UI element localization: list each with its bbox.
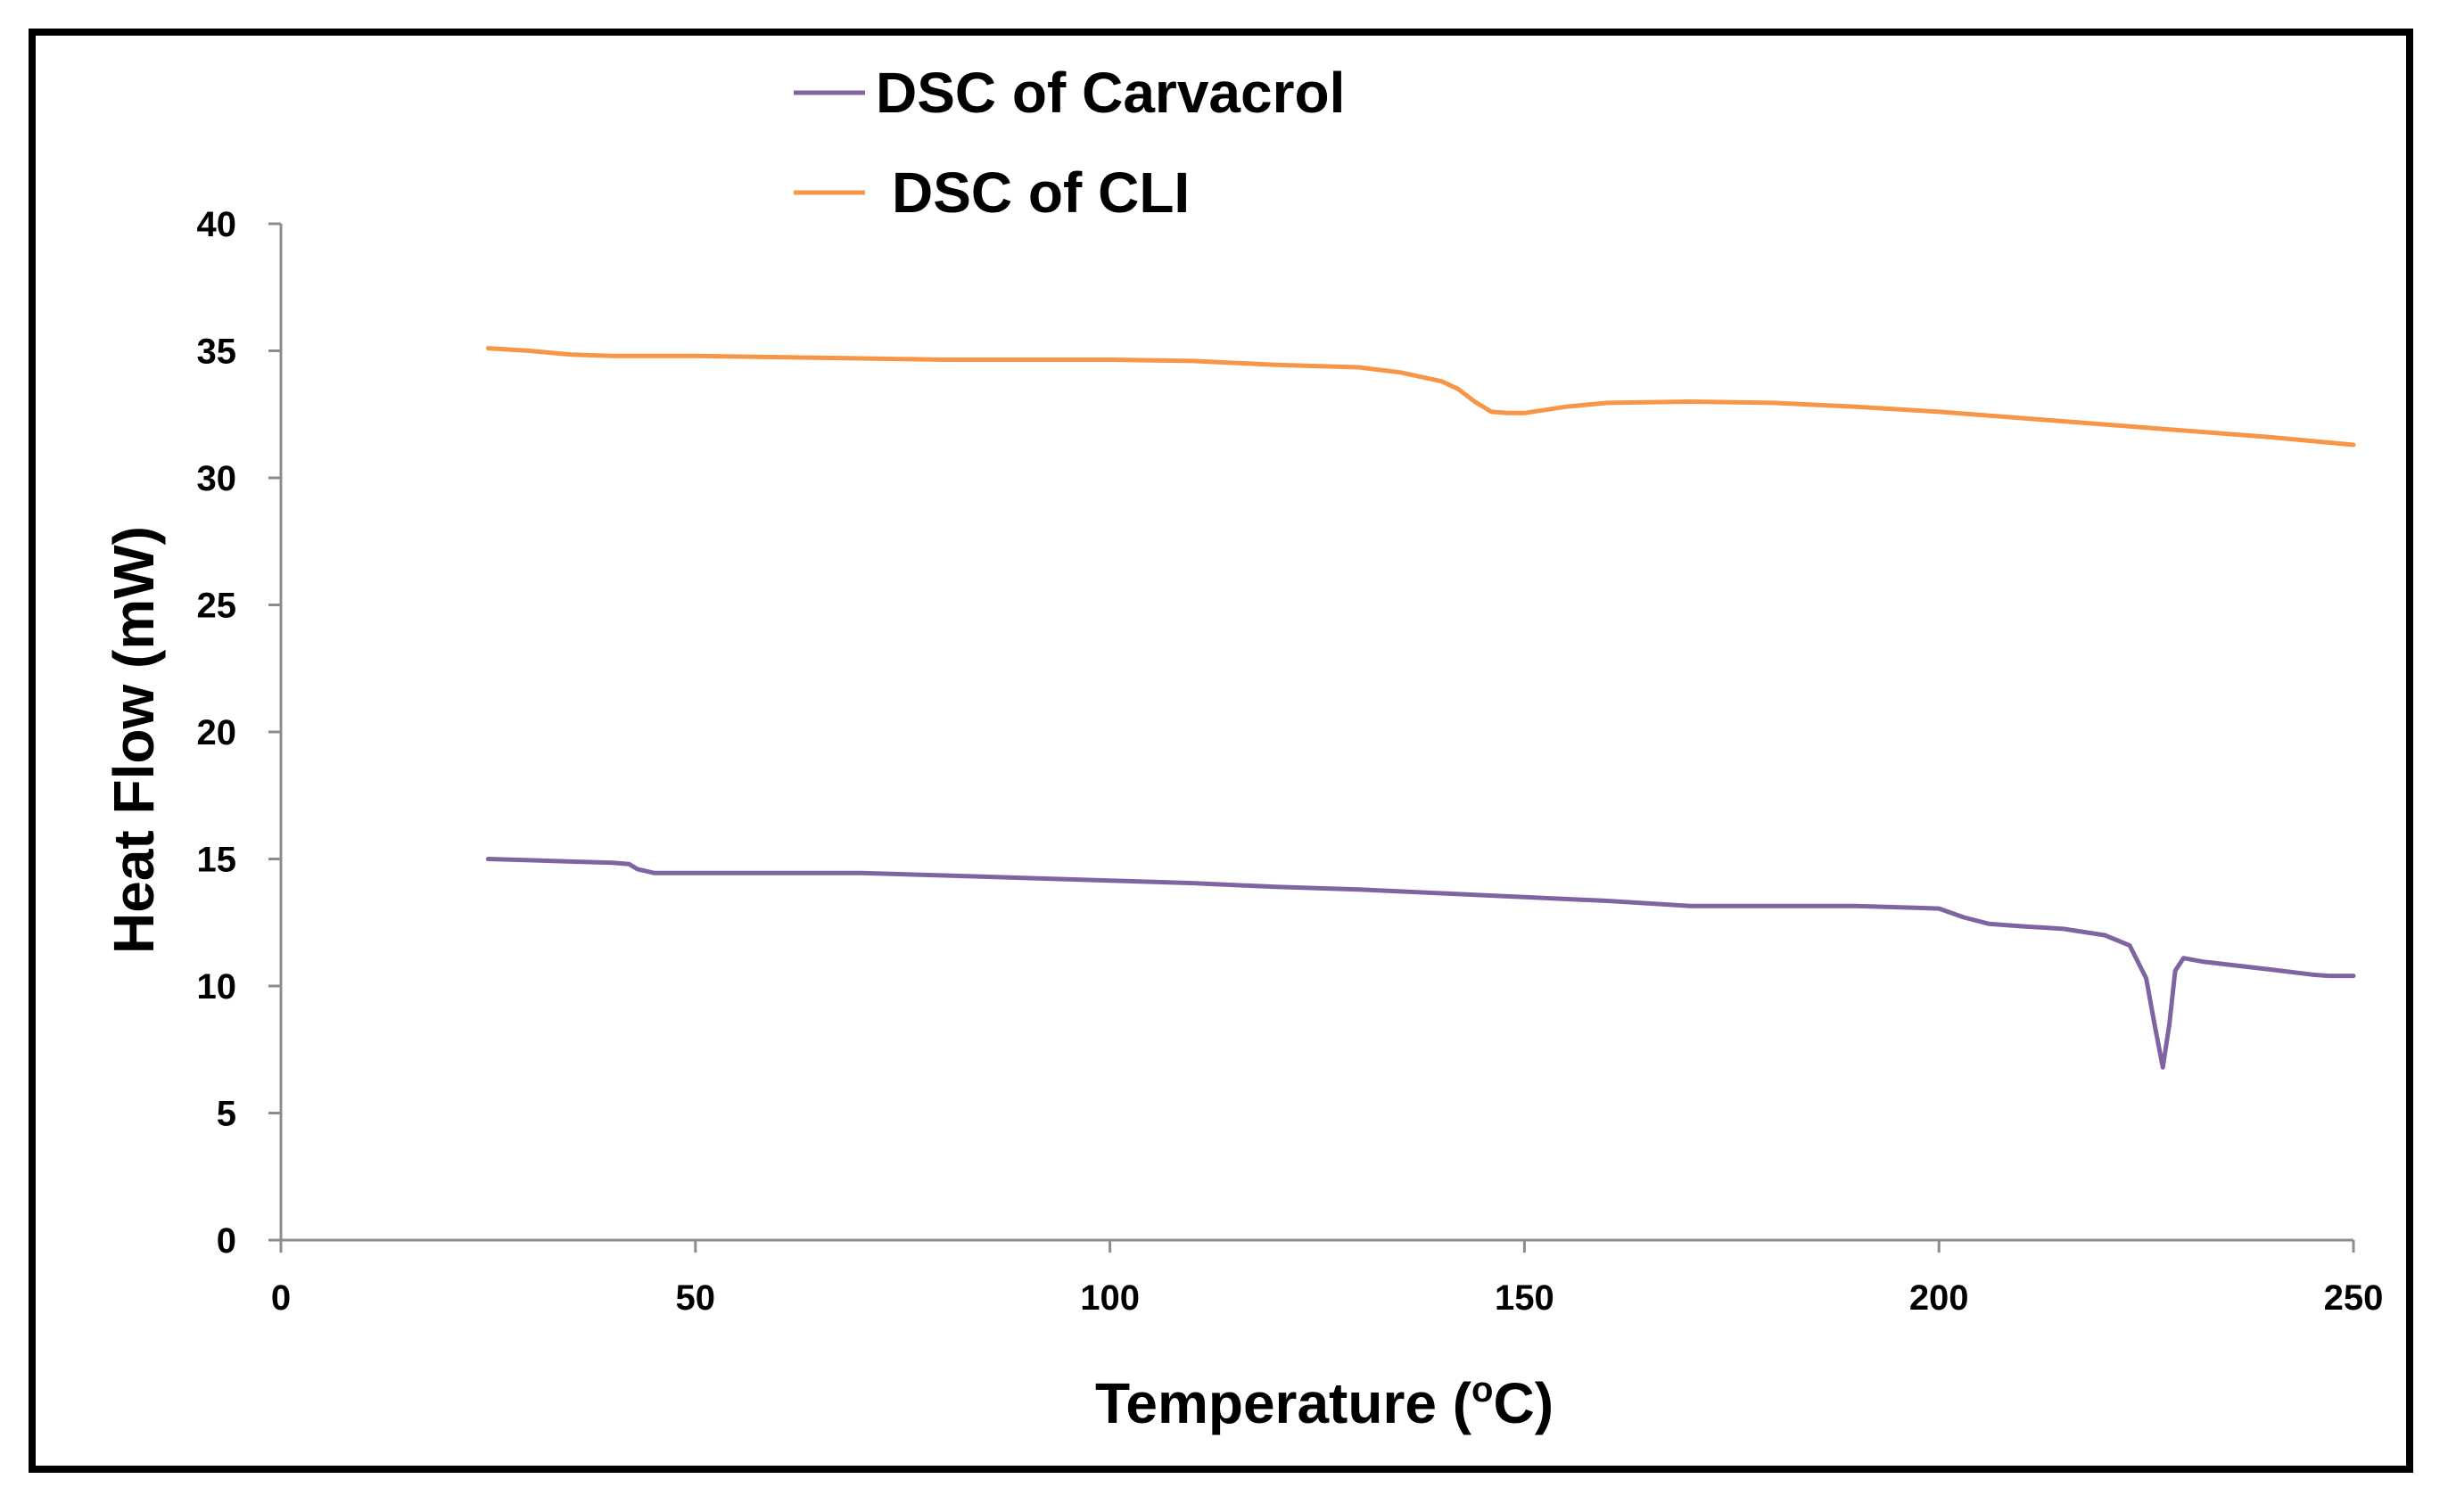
- legend-label-carvacrol: DSC of Carvacrol: [876, 61, 1345, 125]
- x-tick-label: 250: [2324, 1278, 2384, 1318]
- chart-svg: 0 5 10 15 20 25 30 35 40 0 50 100 150 200 250 DSC of C…: [102, 61, 2384, 1435]
- y-tick-label: 35: [197, 333, 237, 372]
- legend-label-cli: DSC of CLI: [892, 160, 1190, 225]
- chart-frame: 0 5 10 15 20 25 30 35 40 0 50 100 150 200 250 DSC of C…: [29, 29, 2413, 1473]
- legend: DSC of Carvacrol DSC of CLI: [794, 61, 1345, 225]
- axes: [279, 224, 2353, 1242]
- x-tick-label: 0: [271, 1278, 291, 1318]
- y-tick-label: 15: [197, 841, 237, 880]
- series-line-cli: [485, 346, 2356, 448]
- series-group: [485, 346, 2356, 1070]
- x-tick-label: 50: [676, 1278, 716, 1318]
- series-line-carvacrol: [485, 857, 2356, 1070]
- ticks: 0 5 10 15 20 25 30 35 40 0 50 100 150 200 250: [197, 205, 2384, 1318]
- y-axis-title: Heat Flow (mW): [102, 526, 166, 954]
- y-tick-label: 20: [197, 713, 237, 752]
- y-tick-label: 5: [217, 1095, 236, 1134]
- x-axis-title: Temperature (oC): [1095, 1370, 1554, 1435]
- x-tick-label: 150: [1495, 1278, 1554, 1318]
- y-tick-label: 0: [217, 1221, 236, 1261]
- x-tick-label: 200: [1909, 1278, 1969, 1318]
- y-tick-label: 10: [197, 967, 237, 1007]
- y-tick-label: 25: [197, 587, 237, 626]
- x-tick-label: 100: [1080, 1278, 1140, 1318]
- y-tick-label: 40: [197, 205, 237, 244]
- y-tick-label: 30: [197, 459, 237, 498]
